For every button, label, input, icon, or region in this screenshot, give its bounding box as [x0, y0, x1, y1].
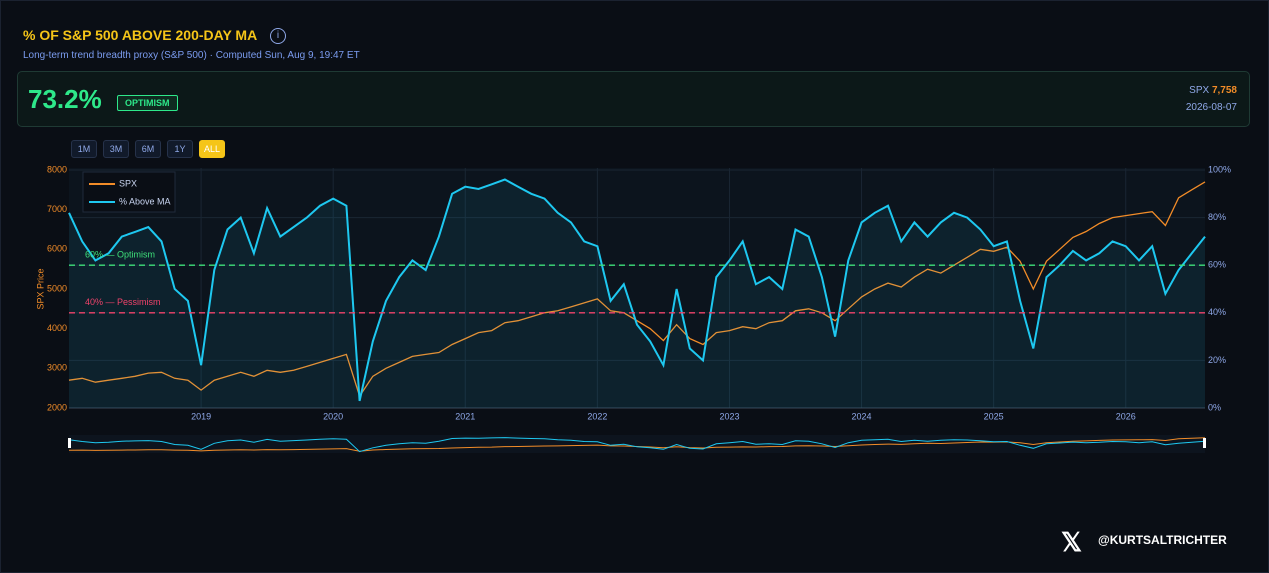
range-button[interactable]: ALL	[199, 140, 225, 158]
y-tick-label: 4000	[47, 323, 67, 333]
spx-value: 7,758	[1211, 85, 1237, 96]
series-line	[68, 178, 1206, 402]
spx-label: SPX	[1189, 85, 1210, 96]
x-logo: 𝕏	[1061, 527, 1082, 557]
info-icon[interactable]: i	[270, 28, 286, 44]
y2-tick-label: 60%	[1208, 260, 1226, 270]
legend-label: % Above MA	[119, 196, 171, 206]
date: 2026-08-07	[1185, 102, 1237, 113]
y-axis-label: SPX Price	[35, 268, 45, 309]
x-tick-label: 2021	[455, 411, 475, 421]
range-button[interactable]: 3M	[103, 140, 129, 158]
subtitle: Long-term trend breadth proxy (S&P 500) …	[23, 50, 360, 61]
y-tick-label: 8000	[47, 164, 67, 174]
summary-box	[17, 71, 1250, 127]
x-tick-label: 2024	[852, 411, 872, 421]
x-tick-label: 2022	[587, 411, 607, 421]
badge: OPTIMISM	[117, 95, 178, 111]
range-button[interactable]: 1Y	[167, 140, 193, 158]
series-line	[68, 181, 1206, 398]
x-tick-label: 2023	[719, 411, 739, 421]
navigator-bg	[69, 435, 1205, 453]
x-tick-label: 2019	[191, 411, 211, 421]
navigator-handle[interactable]	[1203, 438, 1206, 448]
reference-label: 40% — Pessimism	[85, 297, 161, 307]
y-tick-label: 3000	[47, 363, 67, 373]
y-tick-label: 5000	[47, 283, 67, 293]
metric-value: 73.2%	[28, 84, 102, 114]
x-tick-label: 2026	[1116, 411, 1136, 421]
y-tick-label: 2000	[47, 402, 67, 412]
plot-bg	[69, 168, 1205, 408]
y2-tick-label: 40%	[1208, 307, 1226, 317]
navigator-line	[68, 437, 1206, 453]
handle: @KURTSALTRICHTER	[1098, 533, 1227, 547]
y2-tick-label: 20%	[1208, 355, 1226, 365]
chart: 2000 3000 4000 5000 6000 7000 8000 0% 20% 40% 60% 8…	[35, 164, 1231, 453]
y2-tick-label: 0%	[1208, 402, 1221, 412]
legend-label: SPX	[119, 178, 137, 188]
y-tick-label: 7000	[47, 204, 67, 214]
legend-box	[82, 171, 176, 213]
range-button[interactable]: 6M	[135, 140, 161, 158]
y2-tick-label: 100%	[1208, 164, 1231, 174]
navigator-handle[interactable]	[68, 438, 71, 448]
range-button[interactable]: 1M	[71, 140, 97, 158]
x-tick-label: 2020	[323, 411, 343, 421]
y-tick-label: 6000	[47, 244, 67, 254]
title: % OF S&P 500 ABOVE 200-DAY MA	[23, 27, 258, 43]
x-tick-label: 2025	[984, 411, 1004, 421]
reference-label: 60% — Optimism	[85, 250, 155, 260]
y2-tick-label: 80%	[1208, 212, 1226, 222]
pct-area	[69, 179, 1205, 408]
